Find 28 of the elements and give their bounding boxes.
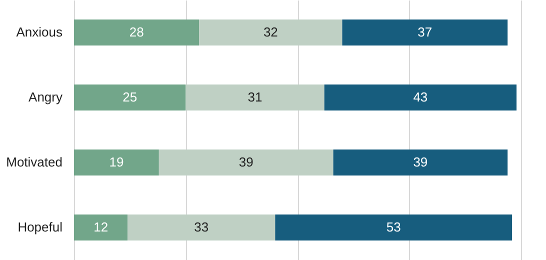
bar	[74, 150, 159, 176]
bar	[74, 214, 128, 240]
bar	[324, 84, 517, 110]
bar	[199, 20, 342, 46]
bar	[186, 84, 324, 110]
data-label: 32	[263, 24, 278, 40]
data-label: 37	[418, 24, 432, 40]
data-label: 31	[248, 90, 262, 104]
data-label: 33	[194, 220, 209, 234]
y-tick-label: Anxious	[16, 24, 63, 40]
bar	[128, 214, 276, 240]
data-label: 39	[413, 154, 428, 170]
y-tick-label: Angry	[28, 90, 63, 104]
data-label: 53	[386, 220, 401, 234]
data-label: 12	[94, 220, 108, 234]
data-label: 39	[238, 154, 254, 170]
bar	[333, 150, 508, 176]
y-tick-label: Motivated	[6, 154, 62, 170]
data-label: 25	[122, 90, 138, 104]
bar	[74, 84, 186, 110]
data-label: 28	[129, 24, 144, 40]
bar	[275, 214, 512, 240]
data-label: 19	[109, 154, 124, 170]
bar	[158, 150, 334, 176]
data-label: 43	[413, 90, 428, 104]
bar	[342, 20, 508, 46]
y-tick-label: Hopeful	[18, 220, 63, 234]
bar	[74, 20, 200, 46]
